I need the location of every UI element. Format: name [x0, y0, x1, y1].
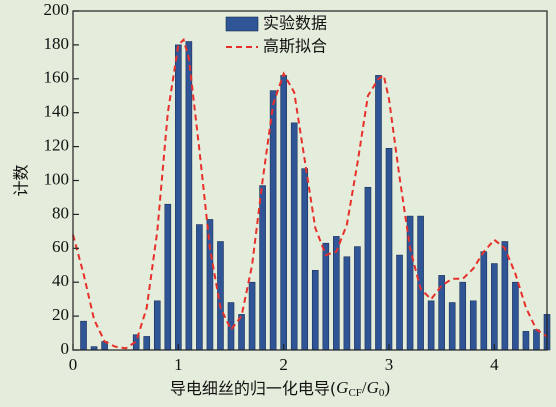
bar [491, 263, 498, 351]
bar [269, 90, 277, 351]
y-tick-label: 100 [44, 169, 70, 188]
bar [459, 281, 467, 351]
x-tick-label: 3 [385, 355, 394, 374]
bar [175, 44, 182, 351]
bar [153, 300, 161, 351]
bar [196, 224, 203, 351]
bar [80, 320, 87, 351]
bar [427, 300, 435, 351]
x-axis-label-part: ) [384, 378, 390, 397]
bar [469, 300, 477, 351]
bar [522, 331, 530, 351]
fit-line [72, 37, 548, 350]
y-tick-label: 0 [61, 339, 70, 358]
bar [259, 185, 266, 351]
bar [354, 246, 361, 351]
y-axis-label: 计数 [12, 164, 31, 196]
y-tick-label: 140 [44, 102, 70, 121]
x-axis-label-part: CF [348, 387, 361, 399]
y-tick-label: 160 [44, 68, 70, 87]
legend-swatch [225, 16, 259, 32]
x-axis-label-part: G [367, 378, 379, 397]
bar [501, 241, 509, 351]
bar [322, 242, 330, 351]
x-axis-label-part: G [336, 378, 348, 397]
x-tick-label: 4 [490, 355, 499, 374]
bar [290, 122, 298, 351]
bar [143, 336, 151, 351]
bar [417, 215, 424, 351]
bar [248, 281, 256, 351]
bar [396, 254, 403, 351]
y-tick-label: 40 [52, 271, 69, 290]
bar [533, 329, 540, 351]
legend-label: 实验数据 [263, 14, 327, 33]
bar [385, 147, 393, 351]
bar [164, 203, 172, 351]
bar [364, 186, 372, 351]
bar [333, 236, 340, 351]
legend-label: 高斯拟合 [263, 37, 327, 56]
bar [480, 251, 488, 351]
y-tick-label: 180 [44, 34, 70, 53]
bar [280, 75, 287, 351]
y-tick-label: 60 [52, 237, 69, 256]
x-axis-label-part: 0 [379, 387, 385, 399]
bar [512, 281, 519, 351]
bar [375, 75, 382, 351]
x-axis-label-part: / [362, 378, 367, 397]
x-tick-label: 1 [174, 355, 183, 374]
bar [185, 41, 193, 351]
y-tick-label: 200 [44, 0, 70, 19]
y-tick-label: 80 [52, 203, 69, 222]
bar [448, 302, 456, 351]
y-tick-label: 20 [52, 305, 69, 324]
bar [311, 270, 319, 351]
bar [343, 256, 351, 351]
x-axis-label: 导电细丝的归一化电导(GCF/G0) [170, 378, 390, 399]
x-axis-label-part: 导电细丝的归一化电导( [170, 379, 336, 398]
bar [301, 168, 309, 351]
y-tick-label: 120 [44, 136, 70, 155]
x-tick-label: 2 [279, 355, 288, 374]
x-tick-label: 0 [69, 355, 78, 374]
